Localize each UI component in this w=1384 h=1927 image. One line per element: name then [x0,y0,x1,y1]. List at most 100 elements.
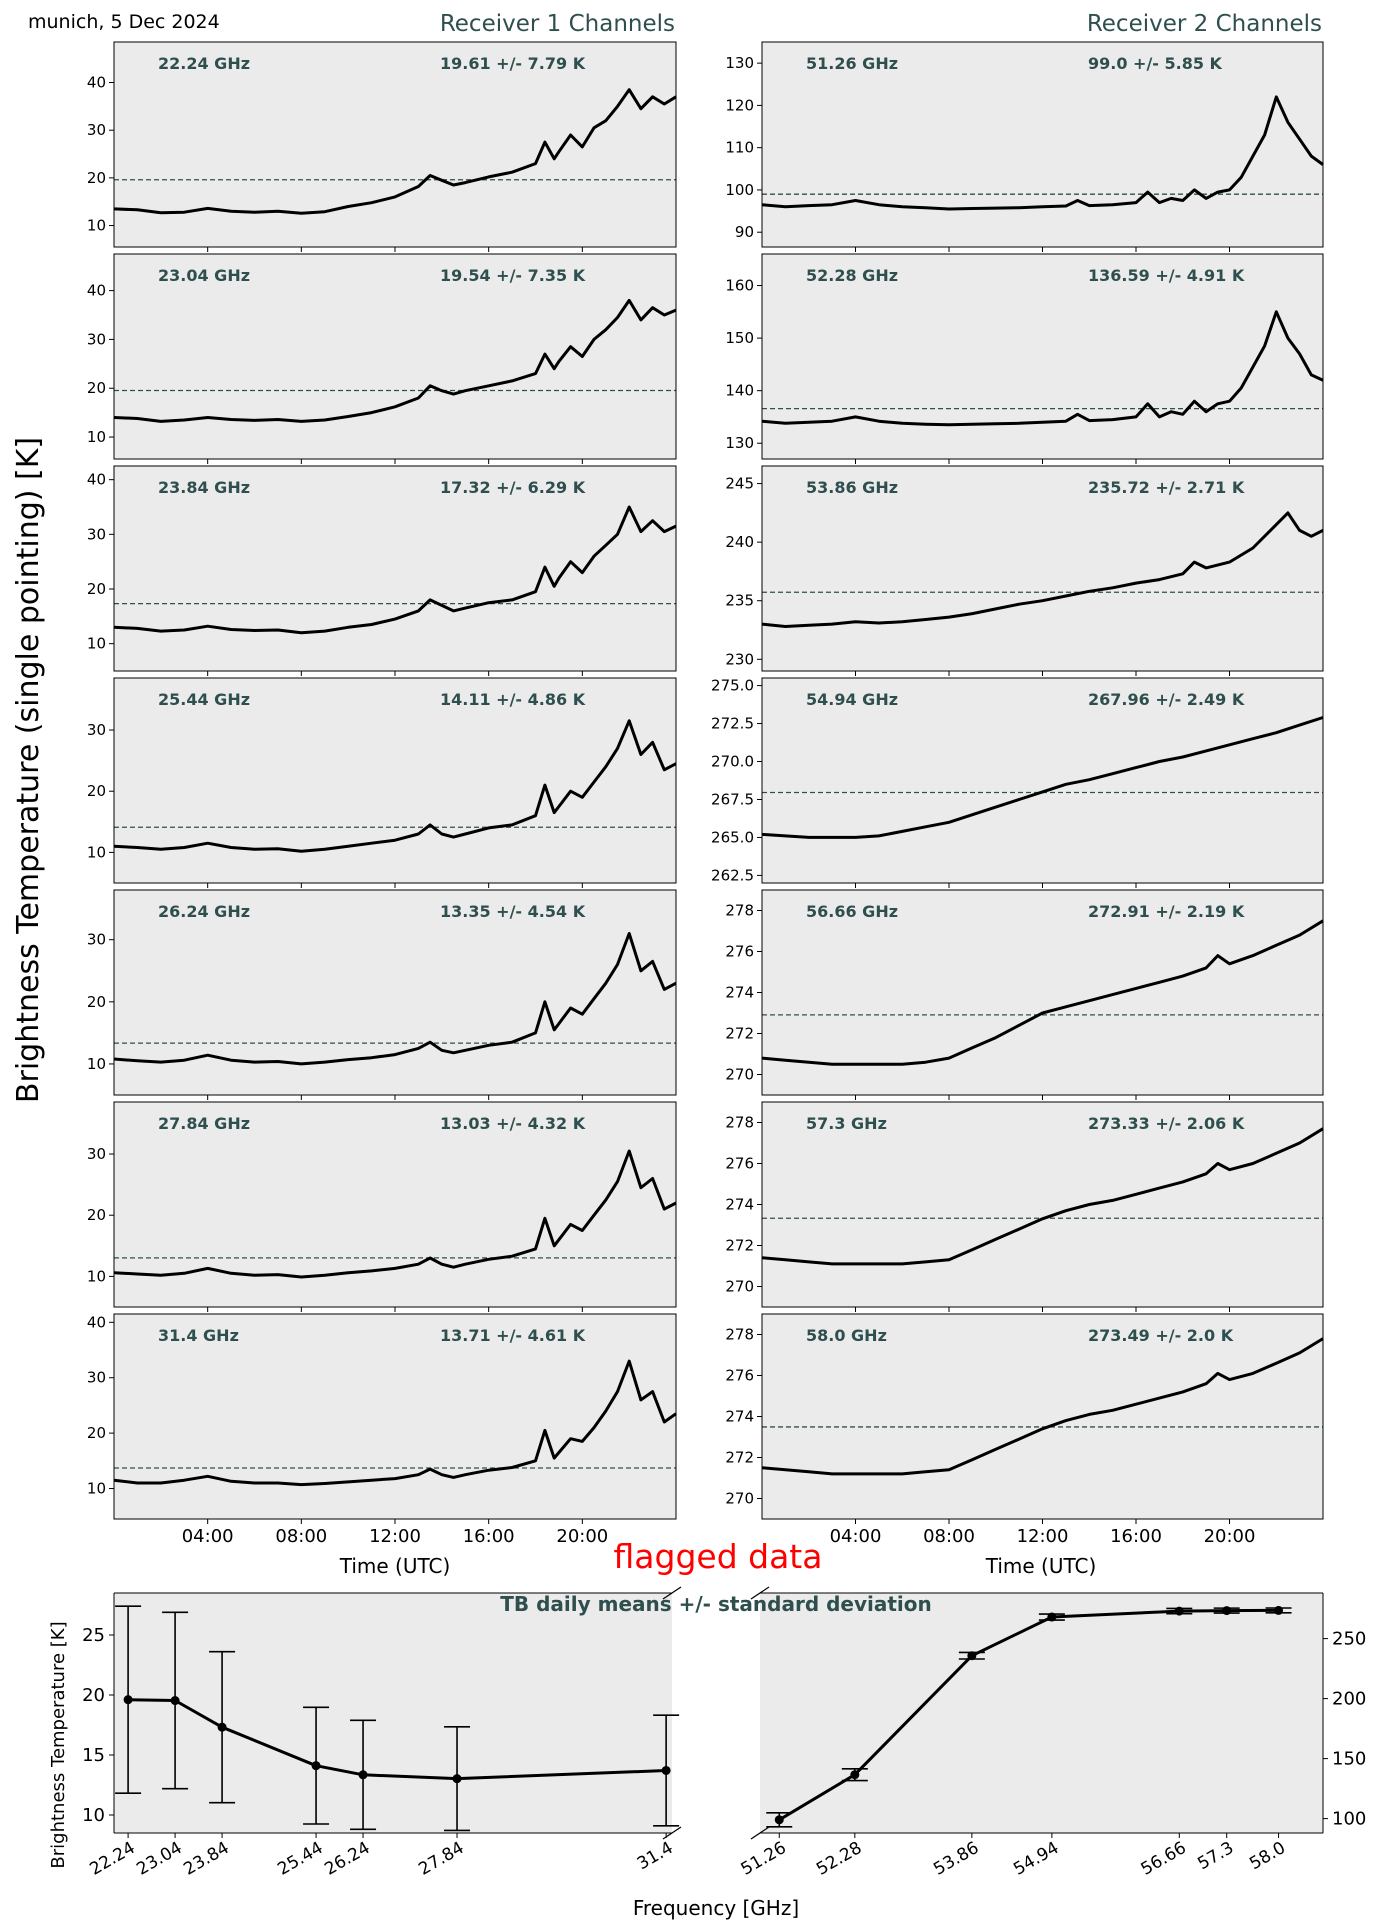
mean-point [170,1696,180,1706]
x-tick-label: 20:00 [556,1526,608,1547]
y-tick-label: 150 [725,329,754,347]
mean-point [358,1770,368,1780]
means-y-tick-label: 10 [82,1805,105,1826]
y-tick-label: 10 [87,217,106,235]
x-tick-label: 20:00 [1204,1526,1256,1547]
panel-frame [113,1313,677,1520]
axis-break-mark [662,1586,682,1600]
means-y-tick-label: 20 [82,1685,105,1706]
frequency-label: 53.86 GHz [806,478,898,497]
y-tick-label: 275.0 [711,677,754,695]
channel-panel-31.4: 10 20 30 40 04:00 08:00 12:00 16:00 20:00 31.4 GH… [87,1313,677,1547]
brightness-series-line [761,310,1324,427]
y-tick-label: 265.0 [711,828,754,846]
panel-frame [113,889,677,1096]
y-tick-label: 278 [725,1326,754,1344]
panel-background [762,466,1323,671]
y-tick-label: 30 [87,330,106,348]
panel-frame [113,253,677,460]
panel-frame [761,1101,1324,1308]
y-tick-label: 235 [725,592,754,610]
receiver-1-title: Receiver 1 Channels [440,11,675,37]
panel-frame [761,465,1324,672]
y-tick-label: 267.5 [711,790,754,808]
mean-std-label: 19.54 +/- 7.35 K [440,266,586,285]
mean-point [311,1761,321,1771]
mean-std-label: 19.61 +/- 7.79 K [440,54,586,73]
y-tick-label: 20 [87,580,106,598]
means-y-tick-label-right: 250 [1332,1629,1366,1650]
y-tick-label: 274 [725,984,754,1002]
mean-std-label: 267.96 +/- 2.49 K [1088,690,1245,709]
panel-background [762,42,1323,247]
frequency-tick-label: 25.44 [274,1838,326,1880]
y-tick-label: 30 [87,931,106,949]
frequency-tick-label: 57.3 [1194,1838,1237,1874]
y-tick-label: 270 [725,1066,754,1084]
frequency-tick-label: 56.66 [1138,1838,1190,1880]
receiver-1-xlabel: Time (UTC) [339,1554,451,1578]
mean-std-label: 272.91 +/- 2.19 K [1088,902,1245,921]
brightness-series-line [113,719,677,853]
frequency-label: 56.66 GHz [806,902,898,921]
flagged-data-label: flagged data [614,1537,823,1576]
brightness-series-line [113,1359,677,1487]
y-tick-label: 240 [725,533,754,551]
y-tick-label: 30 [87,525,106,543]
y-tick-label: 30 [87,1369,106,1387]
x-tick-label: 08:00 [923,1526,975,1547]
channel-panel-26.24: 10 20 30 26.24 GHz 13.35 +/- 4.54 K [87,889,677,1100]
channel-panels: 10 20 30 40 22.24 GHz 19.61 +/- 7.79 K 10 20 30 4… [87,41,1324,1547]
mean-point [123,1695,133,1705]
mean-point [967,1651,977,1661]
panel-frame [761,1313,1324,1520]
y-tick-label: 20 [87,1206,106,1224]
y-tick-label: 262.5 [711,866,754,884]
y-tick-label: 130 [725,54,754,72]
brightness-series-line [761,511,1324,628]
mean-point [850,1770,860,1780]
panel-frame [113,41,677,248]
y-tick-label: 274 [725,1196,754,1214]
y-tick-label: 272 [725,1025,754,1043]
frequency-tick-label: 51.26 [738,1838,790,1880]
y-tick-label: 40 [87,282,106,300]
axis-break-gap [672,1589,760,1837]
x-tick-label: 16:00 [1110,1526,1162,1547]
frequency-label: 58.0 GHz [806,1326,887,1345]
y-tick-label: 278 [725,902,754,920]
channel-panel-52.28: 130 140 150 160 52.28 GHz 136.59 +/- 4.91 K [725,253,1324,464]
y-tick-label: 270.0 [711,753,754,771]
brightness-series-line [113,932,677,1066]
mean-std-label: 13.71 +/- 4.61 K [440,1326,586,1345]
y-tick-label: 276 [725,943,754,961]
frequency-label: 25.44 GHz [158,690,250,709]
channel-panel-27.84: 10 20 30 27.84 GHz 13.03 +/- 4.32 K [87,1101,677,1312]
y-tick-label: 40 [87,471,106,489]
y-tick-label: 130 [725,434,754,452]
frequency-tick-label: 58.0 [1246,1838,1289,1874]
channel-panel-25.44: 10 20 30 25.44 GHz 14.11 +/- 4.86 K [87,677,677,888]
panel-background [114,1314,676,1519]
panel-background [762,890,1323,1095]
frequency-label: 57.3 GHz [806,1114,887,1133]
frequency-label: 51.26 GHz [806,54,898,73]
x-tick-label: 04:00 [182,1526,234,1547]
frequency-label: 23.84 GHz [158,478,250,497]
mean-point [452,1774,462,1784]
y-tick-label: 20 [87,379,106,397]
y-tick-label: 40 [87,74,106,92]
mean-point [661,1765,671,1775]
means-y-tick-label-right: 100 [1332,1809,1366,1830]
main-y-axis-label: Brightness Temperature (single pointing)… [11,437,46,1103]
channel-panel-57.3: 270 272 274 276 278 57.3 GHz 273.33 +/- 2.06 K [725,1101,1324,1312]
frequency-label: 26.24 GHz [158,902,250,921]
mean-point [1274,1605,1284,1615]
y-tick-label: 270 [725,1278,754,1296]
panel-background [114,678,676,883]
channel-panel-54.94: 262.5 265.0 267.5 270.0 272.5 275.0 54.94 GHz 2… [711,677,1324,888]
frequency-tick-label: 53.86 [930,1838,982,1880]
frequency-tick-label: 27.84 [415,1838,467,1880]
